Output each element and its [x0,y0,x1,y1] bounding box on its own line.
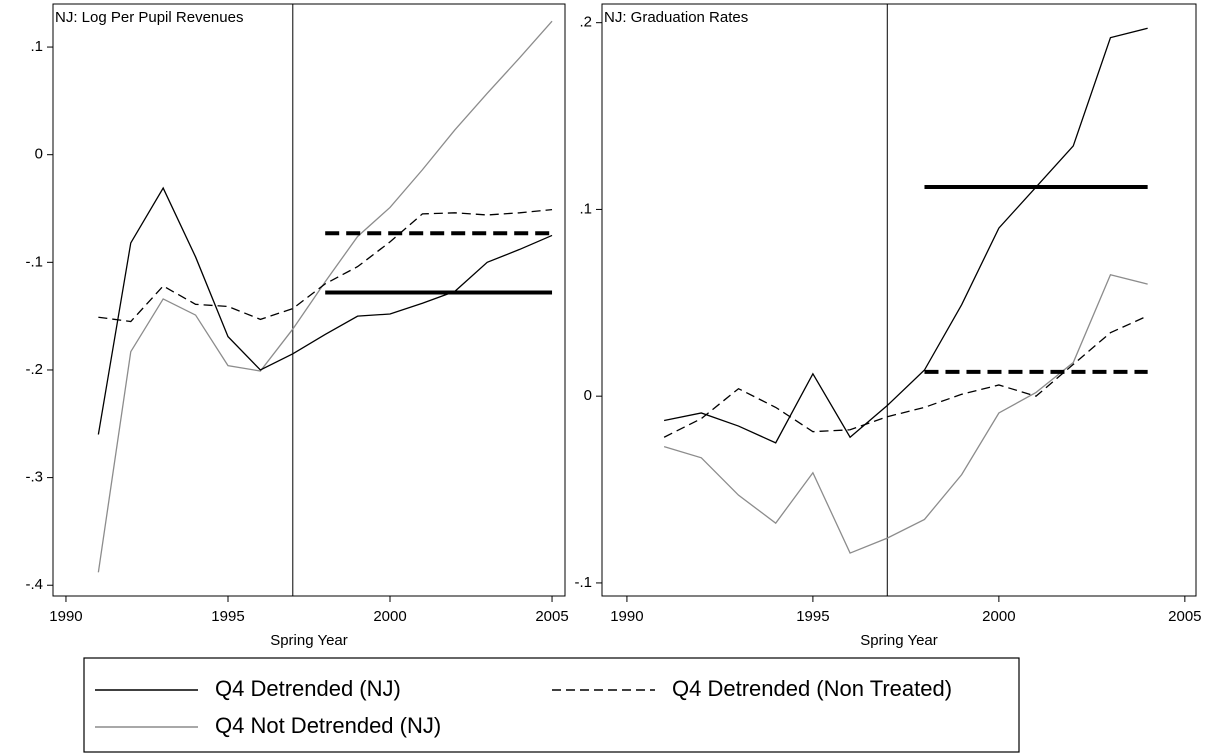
y-tick-label: .1 [30,38,43,55]
series-line [97,20,553,573]
y-tick-label: -.2 [25,361,43,378]
x-tick-label: 1990 [49,608,82,625]
legend-label: Q4 Not Detrended (NJ) [215,713,441,738]
y-tick-label: 0 [35,146,43,163]
series-line [97,186,553,435]
series-line [98,208,553,323]
x-axis-label: Spring Year [860,632,938,649]
plot-frame [601,3,1197,597]
y-tick-label: -.1 [25,253,43,270]
y-tick-label: .2 [579,14,592,31]
panel-title: NJ: Log Per Pupil Revenues [55,9,243,26]
plot-frame [52,3,566,597]
x-axis-label: Spring Year [270,632,348,649]
x-tick-label: 1995 [796,608,829,625]
x-tick-label: 1990 [610,608,643,625]
series-line [663,274,1148,554]
y-tick-label: 0 [584,387,592,404]
series-line [663,27,1148,444]
x-tick-label: 2000 [373,608,406,625]
y-tick-label: -.1 [574,574,592,591]
legend-label: Q4 Detrended (Non Treated) [672,676,952,701]
legend-label: Q4 Detrended (NJ) [215,676,401,701]
y-tick-label: -.3 [25,469,43,486]
panel-title: NJ: Graduation Rates [604,9,748,26]
x-tick-label: 1995 [211,608,244,625]
x-tick-label: 2005 [535,608,568,625]
x-tick-label: 2005 [1168,608,1201,625]
series-line [663,315,1148,438]
x-tick-label: 2000 [982,608,1015,625]
legend-box [83,657,1020,753]
y-tick-label: .1 [579,200,592,217]
y-tick-label: -.4 [25,576,43,593]
